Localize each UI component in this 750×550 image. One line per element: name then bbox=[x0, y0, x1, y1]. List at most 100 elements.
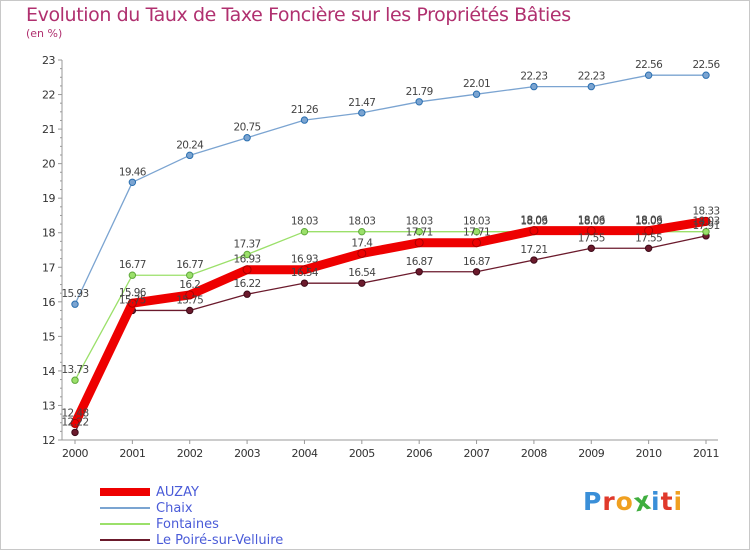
data-point-le-poire-sur-velluire bbox=[587, 244, 595, 252]
logo-letter: t bbox=[660, 487, 674, 516]
y-tick-label: 18 bbox=[42, 227, 55, 240]
data-label-auzay: 17.71 bbox=[463, 227, 490, 239]
data-label-auzay: 18.06 bbox=[635, 215, 663, 227]
y-tick-label: 12 bbox=[42, 434, 55, 447]
data-label-chaix: 22.23 bbox=[520, 71, 547, 83]
y-tick-label: 15 bbox=[42, 330, 55, 343]
x-tick-label: 2011 bbox=[693, 447, 719, 460]
data-label-le-poire-sur-velluire: 17.55 bbox=[578, 232, 605, 244]
data-label-chaix: 19.46 bbox=[119, 166, 147, 178]
series-line-auzay bbox=[70, 216, 711, 428]
data-point-fontaines bbox=[128, 271, 137, 279]
data-label-le-poire-sur-velluire: 15.75 bbox=[119, 294, 146, 306]
x-tick-label: 2009 bbox=[578, 447, 604, 460]
data-label-fontaines: 13.73 bbox=[61, 364, 88, 376]
data-label-fontaines: 16.77 bbox=[119, 259, 146, 271]
data-label-auzay: 18.06 bbox=[520, 215, 548, 227]
legend-item-chaix[interactable]: Chaix bbox=[100, 500, 283, 516]
y-tick-label: 20 bbox=[42, 158, 55, 171]
data-label-fontaines: 18.03 bbox=[635, 216, 662, 228]
data-point-chaix bbox=[472, 90, 481, 98]
y-tick-label: 22 bbox=[42, 89, 55, 102]
data-label-fontaines: 18.03 bbox=[520, 216, 547, 228]
data-label-chaix: 22.56 bbox=[635, 59, 663, 71]
data-label-le-poire-sur-velluire: 16.54 bbox=[348, 267, 376, 279]
data-point-auzay bbox=[70, 418, 80, 428]
y-tick-label: 17 bbox=[42, 261, 55, 274]
data-point-auzay bbox=[586, 226, 596, 236]
data-point-auzay bbox=[357, 248, 367, 258]
x-tick-label: 2000 bbox=[62, 447, 88, 460]
data-label-fontaines: 16.77 bbox=[176, 259, 203, 271]
data-point-auzay bbox=[127, 298, 137, 308]
legend-item-auzay[interactable]: AUZAY bbox=[100, 484, 283, 500]
data-point-le-poire-sur-velluire bbox=[644, 244, 653, 252]
data-point-fontaines bbox=[186, 271, 194, 279]
legend-item-fontaines[interactable]: Fontaines bbox=[100, 516, 283, 532]
data-point-chaix bbox=[587, 82, 595, 91]
data-label-fontaines: 18.03 bbox=[578, 216, 605, 228]
data-point-auzay bbox=[644, 226, 654, 236]
data-point-le-poire-sur-velluire bbox=[300, 279, 309, 287]
data-label-le-poire-sur-velluire: 16.87 bbox=[406, 256, 433, 268]
logo-letter: r bbox=[602, 487, 616, 516]
data-point-le-poire-sur-velluire bbox=[243, 290, 251, 298]
legend-label-chaix: Chaix bbox=[156, 500, 193, 516]
data-point-fontaines bbox=[415, 227, 423, 236]
data-label-auzay: 16.2 bbox=[179, 279, 200, 291]
data-label-fontaines: 18.03 bbox=[692, 216, 719, 228]
logo-letter: i bbox=[651, 487, 661, 516]
data-label-auzay: 17.4 bbox=[351, 237, 373, 249]
data-label-le-poire-sur-velluire: 16.22 bbox=[234, 278, 261, 290]
data-point-chaix bbox=[530, 82, 538, 91]
y-tick-label: 23 bbox=[42, 54, 55, 67]
data-label-auzay: 12.48 bbox=[61, 407, 88, 419]
data-point-chaix bbox=[71, 300, 79, 308]
series-line-le-poire-sur-velluire bbox=[74, 235, 707, 434]
data-point-le-poire-sur-velluire bbox=[186, 306, 194, 315]
legend-swatch-auzay bbox=[100, 488, 150, 496]
logo-letter: o bbox=[615, 487, 634, 516]
y-tick-label: 14 bbox=[42, 365, 55, 378]
data-label-chaix: 20.24 bbox=[176, 139, 204, 151]
data-label-auzay: 18.06 bbox=[578, 215, 606, 227]
data-label-le-poire-sur-velluire: 17.91 bbox=[692, 220, 719, 232]
legend-swatch-fontaines bbox=[100, 523, 150, 525]
data-label-chaix: 21.26 bbox=[291, 104, 319, 116]
x-tick-label: 2002 bbox=[177, 447, 203, 460]
x-tick-label: 2005 bbox=[349, 447, 375, 460]
data-point-fontaines bbox=[71, 376, 79, 384]
data-label-fontaines: 18.03 bbox=[463, 216, 490, 228]
logo-letter: P bbox=[583, 487, 603, 516]
x-tick-label: 2006 bbox=[406, 447, 432, 460]
data-point-le-poire-sur-velluire bbox=[472, 268, 481, 276]
data-point-fontaines bbox=[243, 250, 251, 259]
legend-label-fontaines: Fontaines bbox=[156, 516, 219, 532]
legend-swatch-chaix bbox=[100, 507, 150, 509]
x-tick-label: 2001 bbox=[119, 447, 145, 460]
data-label-chaix: 21.47 bbox=[348, 97, 375, 109]
data-point-auzay bbox=[529, 226, 539, 236]
data-point-fontaines bbox=[358, 227, 366, 236]
data-label-le-poire-sur-velluire: 12.22 bbox=[61, 416, 88, 428]
data-point-chaix bbox=[644, 71, 653, 79]
legend-item-le-poire-sur-velluire[interactable]: Le Poiré-sur-Velluire bbox=[100, 532, 283, 548]
series-line-fontaines bbox=[74, 231, 707, 381]
data-label-chaix: 22.56 bbox=[692, 59, 720, 71]
data-point-chaix bbox=[128, 178, 137, 186]
data-point-auzay bbox=[414, 238, 424, 248]
data-point-fontaines bbox=[472, 227, 481, 236]
data-label-fontaines: 17.37 bbox=[234, 238, 261, 250]
data-point-chaix bbox=[300, 116, 309, 124]
data-point-chaix bbox=[186, 151, 194, 160]
logo-letter: i bbox=[673, 487, 684, 516]
data-label-fontaines: 18.03 bbox=[406, 216, 433, 228]
data-point-le-poire-sur-velluire bbox=[71, 428, 79, 437]
chart-legend: AUZAY Chaix Fontaines Le Poiré-sur-Vellu… bbox=[100, 484, 283, 548]
proxiti-logo: Proxiti bbox=[583, 486, 684, 518]
data-label-le-poire-sur-velluire: 15.75 bbox=[176, 294, 203, 306]
data-point-fontaines bbox=[300, 227, 309, 236]
legend-swatch-le-poire-sur-velluire bbox=[100, 539, 150, 541]
